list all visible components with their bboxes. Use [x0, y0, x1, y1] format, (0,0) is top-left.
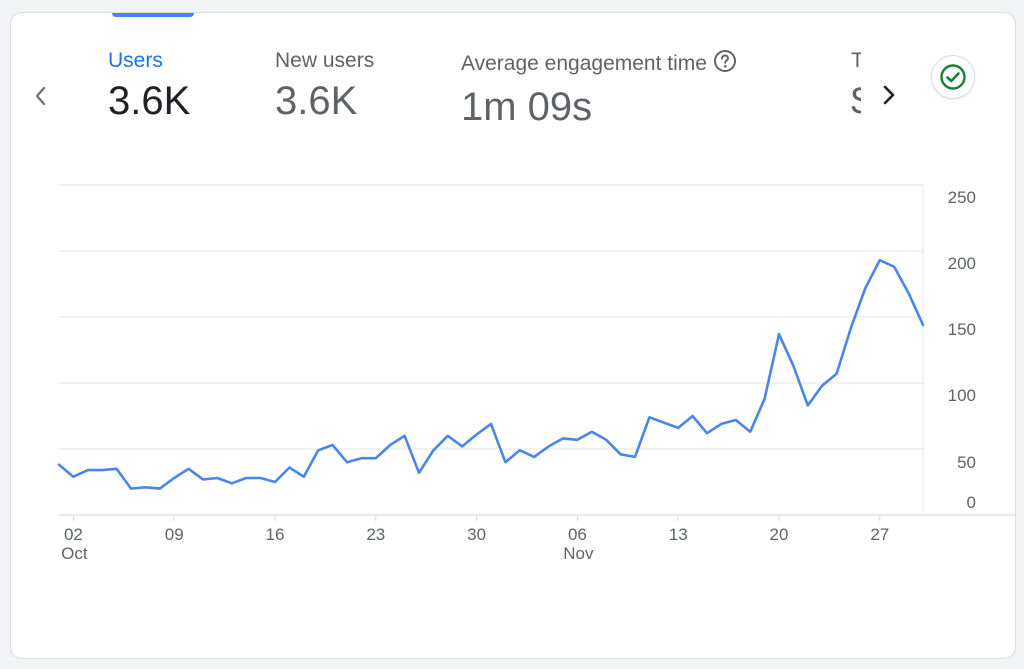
- metric-users-label: Users: [108, 49, 163, 72]
- metric-new-users[interactable]: New users 3.6K: [275, 49, 374, 124]
- metric-partial-label: T: [851, 49, 861, 73]
- x-tick-label-06: 06: [568, 525, 587, 544]
- users-series-line: [57, 258, 925, 490]
- y-tick-label-50: 50: [957, 453, 976, 472]
- metric-users[interactable]: Users 3.6K: [108, 49, 190, 124]
- metric-partial-value: $: [851, 79, 861, 124]
- x-tick-label-20: 20: [770, 525, 789, 544]
- x-tick-label-02: 02: [64, 525, 83, 544]
- users-overview-card: Users 3.6K New users 3.6K Average engage…: [10, 12, 1016, 659]
- metric-partial[interactable]: T $: [851, 49, 861, 139]
- check-circle-icon[interactable]: [932, 56, 974, 98]
- chevron-left-icon[interactable]: [29, 83, 53, 109]
- x-tick-label-13: 13: [669, 525, 688, 544]
- help-circle-icon[interactable]: [713, 49, 737, 79]
- x-tick-label-27: 27: [870, 525, 889, 544]
- x-tick-label-16: 16: [266, 525, 285, 544]
- metric-engagement-label: Average engagement time: [461, 49, 737, 79]
- metric-average-engagement-time[interactable]: Average engagement time 1m 09s: [461, 49, 737, 130]
- active-metric-indicator: [112, 13, 194, 17]
- metric-engagement-label-text: Average engagement time: [461, 52, 707, 75]
- x-tick-label-30: 30: [467, 525, 486, 544]
- metric-new-users-label: New users: [275, 49, 375, 72]
- y-tick-label-0: 0: [967, 493, 976, 512]
- x-tick-label-09: 09: [165, 525, 184, 544]
- y-tick-label-150: 150: [948, 320, 976, 339]
- y-tick-label-100: 100: [948, 386, 976, 405]
- metric-users-value: 3.6K: [108, 79, 191, 123]
- x-tick-month-oct: Oct: [61, 544, 88, 563]
- chevron-right-icon[interactable]: [876, 81, 902, 109]
- metric-engagement-value: 1m 09s: [461, 85, 593, 129]
- y-tick-label-200: 200: [948, 254, 976, 273]
- metric-partial-inner: T $: [851, 49, 861, 124]
- x-tick-label-23: 23: [366, 525, 385, 544]
- metric-new-users-value: 3.6K: [275, 79, 358, 123]
- y-tick-label-250: 250: [948, 188, 976, 207]
- x-tick-month-nov: Nov: [563, 544, 594, 563]
